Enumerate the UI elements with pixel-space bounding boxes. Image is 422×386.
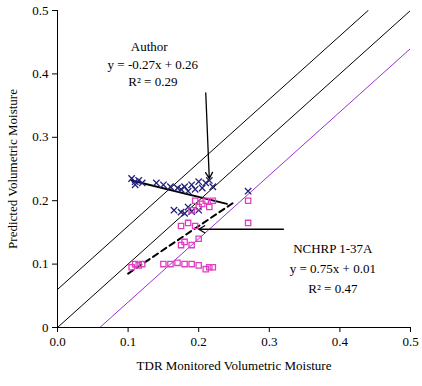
svg-text:0.1: 0.1 <box>120 334 136 349</box>
svg-text:Author: Author <box>131 39 169 54</box>
svg-text:Predicted Volumetric Moisture: Predicted Volumetric Moisture <box>5 89 20 249</box>
svg-text:TDR Monitored Volumetric Moist: TDR Monitored Volumetric Moisture <box>137 358 332 373</box>
svg-text:0.5: 0.5 <box>402 334 418 349</box>
svg-text:0: 0 <box>42 320 49 335</box>
svg-text:R² = 0.47: R² = 0.47 <box>308 281 358 296</box>
svg-text:y = -0.27x + 0.26: y = -0.27x + 0.26 <box>108 57 199 72</box>
svg-text:y = 0.75x + 0.01: y = 0.75x + 0.01 <box>290 261 376 276</box>
svg-text:0.3: 0.3 <box>261 334 277 349</box>
svg-text:NCHRP 1-37A: NCHRP 1-37A <box>293 241 373 256</box>
svg-text:0.4: 0.4 <box>32 66 49 81</box>
svg-text:0.2: 0.2 <box>32 193 48 208</box>
svg-text:R² = 0.29: R² = 0.29 <box>128 74 177 89</box>
svg-text:0.1: 0.1 <box>32 256 48 271</box>
svg-text:0.0: 0.0 <box>49 334 65 349</box>
svg-text:0.2: 0.2 <box>191 334 207 349</box>
svg-text:0.4: 0.4 <box>332 334 349 349</box>
svg-text:0.5: 0.5 <box>32 3 48 18</box>
svg-text:0.3: 0.3 <box>32 129 48 144</box>
